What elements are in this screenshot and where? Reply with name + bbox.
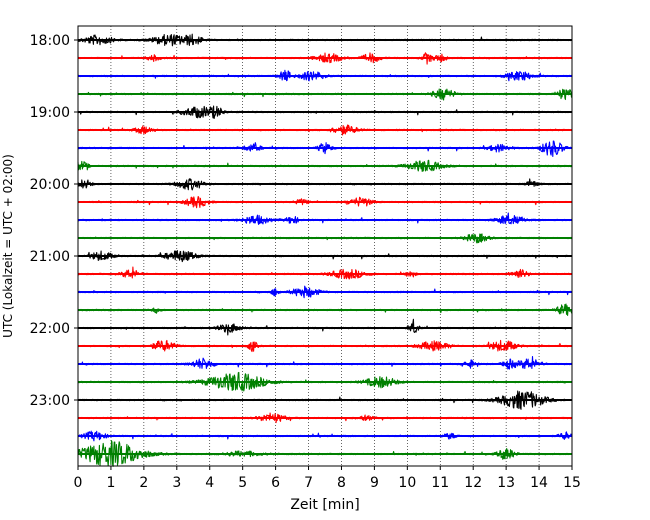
y-axis-ticks: 18:00 19:00 20:00 21:00 22:00 23:00 [30, 33, 78, 409]
x-tick-label: 10 [398, 475, 416, 491]
trace-2030 [77, 212, 573, 225]
x-tick-label: 8 [337, 475, 346, 491]
y-tick-label: 20:00 [30, 177, 70, 193]
x-tick-label: 1 [106, 475, 115, 491]
x-tick-label: 6 [271, 475, 280, 491]
x-tick-label: 4 [205, 475, 214, 491]
y-tick-label: 21:00 [30, 249, 70, 265]
x-tick-label: 14 [530, 475, 548, 491]
x-tick-label: 7 [304, 475, 313, 491]
x-tick-label: 2 [139, 475, 148, 491]
x-tick-label: 3 [172, 475, 181, 491]
y-tick-label: 18:00 [30, 33, 70, 49]
x-axis-ticks: 0 1 2 3 4 5 6 7 8 9 10 11 12 13 14 15 [74, 466, 581, 491]
x-axis-label: Zeit [min] [290, 497, 359, 513]
seismic-traces [77, 33, 573, 467]
y-axis-label: UTC (Lokalzeit = UTC + 02:00) [1, 154, 15, 338]
trace-2230 [77, 355, 573, 370]
y-tick-label: 23:00 [30, 393, 70, 409]
x-tick-label: 0 [74, 475, 83, 491]
y-tick-label: 22:00 [30, 321, 70, 337]
vertical-grid [110, 26, 540, 466]
x-tick-label: 5 [238, 475, 247, 491]
plot-frame [77, 25, 573, 467]
x-tick-label: 13 [497, 475, 515, 491]
x-tick-label: 11 [431, 475, 449, 491]
y-tick-label: 19:00 [30, 105, 70, 121]
x-tick-label: 12 [464, 475, 482, 491]
x-tick-label: 9 [370, 475, 379, 491]
x-tick-label: 15 [563, 475, 581, 491]
